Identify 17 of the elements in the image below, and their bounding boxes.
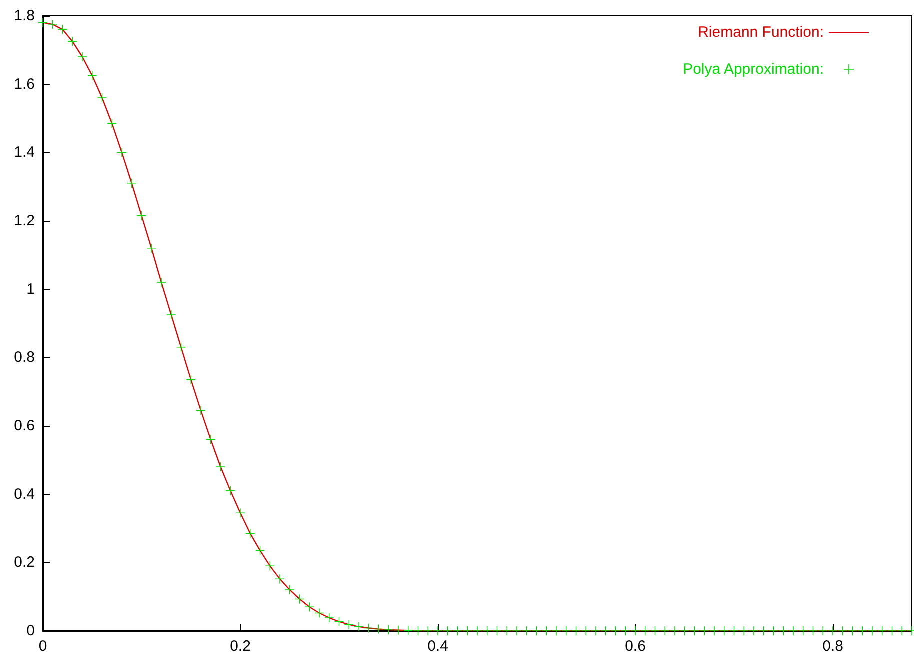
y-tick-label: 0.2: [14, 554, 35, 572]
x-tick-label: 0.4: [428, 638, 448, 655]
y-tick-label: 0.4: [14, 486, 35, 503]
y-tick-label: 0.8: [14, 349, 35, 366]
y-tick-label: 1.8: [14, 8, 35, 24]
x-tick-label: 0.2: [230, 638, 251, 655]
x-tick-label: 0.8: [822, 638, 844, 655]
legend-label: Riemann Function:: [698, 24, 824, 41]
x-tick-label: 0: [38, 638, 48, 655]
legend-label: Polya Approximation:: [683, 61, 824, 78]
x-tick-label: 0.6: [625, 638, 646, 655]
y-tick-label: 0: [26, 622, 35, 640]
y-tick-label: 1.2: [14, 212, 35, 230]
y-tick-label: 0.6: [14, 418, 35, 434]
y-tick-label: 1.6: [14, 76, 35, 93]
y-tick-label: 1.4: [14, 144, 35, 162]
y-tick-label: 1: [26, 280, 35, 298]
